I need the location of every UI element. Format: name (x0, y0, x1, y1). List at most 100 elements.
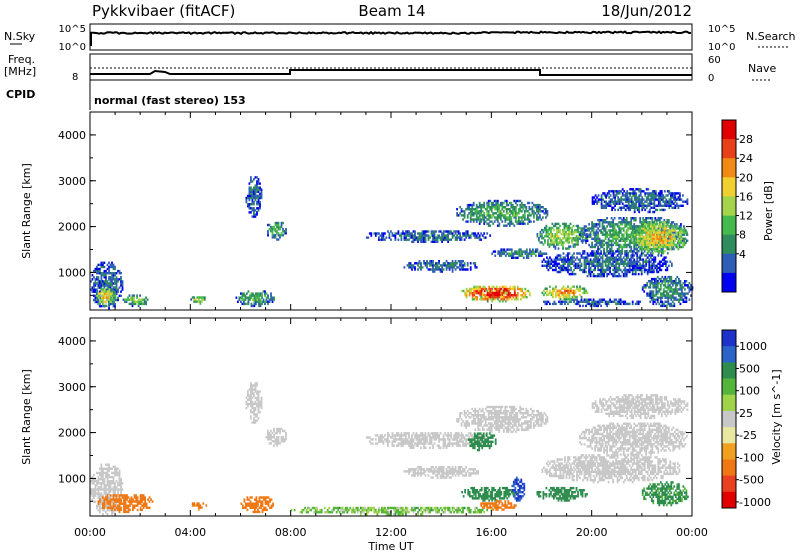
heatmap-cell (658, 262, 661, 265)
heatmap-cell (259, 182, 261, 185)
heatmap-cell (679, 198, 681, 201)
heatmap-cell (681, 294, 683, 297)
heatmap-cell (521, 289, 524, 293)
heatmap-cell (104, 292, 106, 295)
heatmap-cell (519, 203, 522, 207)
heatmap-cell (639, 268, 642, 272)
heatmap-cell (574, 245, 576, 248)
heatmap-cell (496, 293, 499, 297)
heatmap-cell (682, 243, 684, 247)
heatmap-cell (510, 256, 513, 259)
heatmap-cell (367, 236, 370, 239)
heatmap-cell (456, 262, 458, 265)
heatmap-cell (517, 212, 520, 215)
heatmap-cell (573, 291, 575, 295)
heatmap-cell (536, 206, 538, 209)
heatmap-cell (495, 218, 498, 221)
heatmap-cell (648, 266, 651, 270)
heatmap-cell (651, 192, 654, 195)
heatmap-cell (583, 231, 586, 234)
heatmap-cell (683, 200, 686, 203)
heatmap-cell (641, 247, 644, 251)
heatmap-cell (117, 484, 119, 487)
heatmap-cell (557, 247, 560, 250)
heatmap-cell (96, 492, 98, 495)
heatmap-cell (115, 488, 118, 491)
heatmap-cell (660, 231, 663, 234)
heatmap-cell (562, 237, 564, 240)
heatmap-cell (635, 194, 638, 197)
heatmap-cell (115, 469, 118, 473)
heatmap-cell (133, 500, 136, 503)
heatmap-cell (474, 266, 477, 269)
heatmap-cell (663, 219, 666, 222)
heatmap-cell (245, 198, 248, 202)
heatmap-cell (591, 202, 594, 205)
nsky-tick-high: 10^5 (59, 24, 86, 35)
heatmap-cell (679, 227, 681, 230)
heatmap-cell (130, 496, 133, 499)
heatmap-cell (654, 235, 657, 238)
heatmap-cell (562, 260, 565, 263)
heatmap-cell (136, 496, 139, 499)
heatmap-cell (271, 230, 274, 233)
heatmap-cell (533, 220, 535, 223)
heatmap-cell (676, 233, 679, 236)
heatmap-cell (483, 218, 486, 221)
heatmap-cell (681, 237, 684, 240)
heatmap-cell (267, 300, 269, 303)
heatmap-cell (508, 216, 511, 219)
heatmap-cell (483, 295, 486, 299)
heatmap-cell (685, 300, 688, 303)
heatmap-cell (274, 221, 277, 225)
heatmap-cell (571, 237, 573, 240)
heatmap-cell (571, 226, 573, 230)
heatmap-cell (504, 199, 507, 203)
heatmap-cell (612, 260, 614, 263)
heatmap-cell (625, 237, 628, 240)
heatmap-cell (253, 200, 255, 204)
heatmap-cell (647, 192, 650, 195)
heatmap-cell (121, 482, 124, 485)
heatmap-cell (644, 194, 647, 197)
heatmap-cell (533, 216, 535, 219)
heatmap-cell (474, 296, 477, 299)
heatmap-cell (657, 229, 660, 232)
heatmap-cell (258, 302, 260, 306)
heatmap-cell (656, 298, 659, 301)
heatmap-cell (506, 296, 509, 299)
heatmap-cell (663, 237, 666, 240)
heatmap-cell (408, 234, 410, 237)
heatmap-cell (468, 234, 471, 237)
colorbar-tick-label: 12 (739, 210, 753, 223)
y-tick-label: 3000 (58, 175, 86, 188)
heatmap-cell (521, 296, 524, 299)
heatmap-cell (652, 264, 655, 267)
heatmap-cell (102, 304, 105, 308)
heatmap-cell (662, 198, 665, 201)
heatmap-cell (688, 286, 691, 289)
heatmap-cell (647, 243, 650, 247)
heatmap-cell (513, 250, 516, 253)
heatmap-cell (118, 475, 121, 479)
heatmap-cell (607, 221, 610, 224)
heatmap-cell (610, 239, 613, 242)
heatmap-cell (515, 256, 518, 259)
heatmap-cell (132, 504, 134, 507)
heatmap-cell (131, 294, 134, 297)
heatmap-cell (565, 233, 567, 236)
heatmap-cell (561, 300, 563, 303)
heatmap-cell (550, 293, 553, 297)
heatmap-cell (613, 258, 616, 261)
heatmap-cell (102, 506, 104, 509)
heatmap-cell (666, 268, 669, 272)
heatmap-cell (405, 230, 407, 233)
heatmap-cell (671, 194, 674, 197)
heatmap-cell (91, 288, 94, 291)
heatmap-cell (648, 221, 651, 224)
heatmap-cell (489, 216, 492, 219)
heatmap-cell (600, 268, 602, 272)
heatmap-cell (414, 236, 416, 239)
heatmap-cell (630, 192, 633, 195)
heatmap-cell (499, 212, 502, 215)
